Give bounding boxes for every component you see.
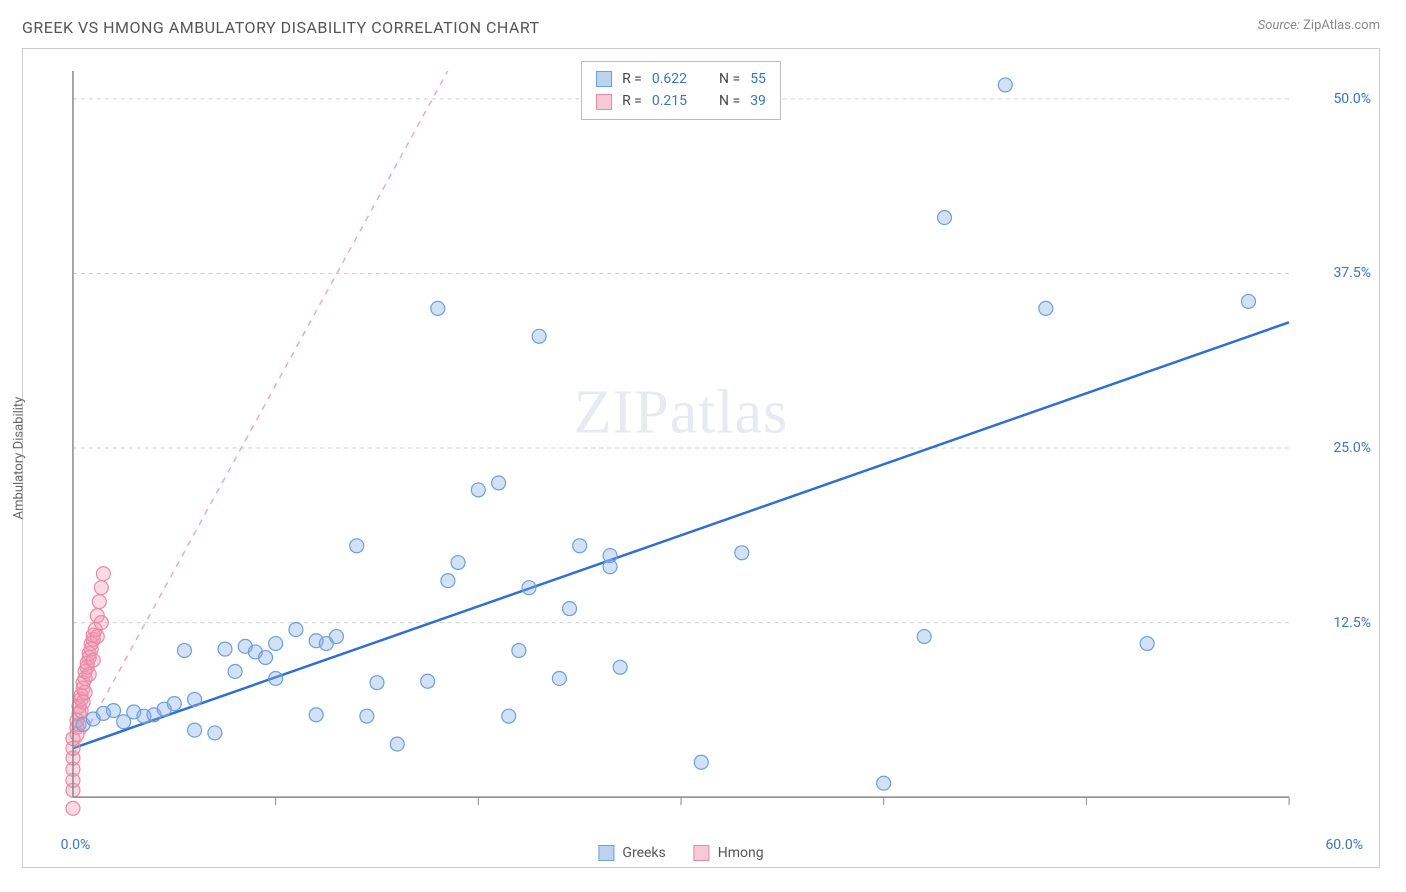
legend-swatch — [596, 71, 612, 87]
data-point — [370, 676, 384, 690]
series-legend-item: Greeks — [598, 845, 665, 861]
series-legend: Greeks Hmong — [598, 845, 763, 861]
data-point — [92, 595, 106, 609]
y-tick-label: 50.0% — [1333, 91, 1371, 107]
data-point — [167, 697, 181, 711]
series-legend-item: Hmong — [694, 845, 764, 861]
n-label: N = — [719, 68, 740, 90]
legend-swatch — [596, 94, 612, 110]
source-value: ZipAtlas.com — [1303, 18, 1380, 33]
r-value: 0.622 — [652, 68, 687, 90]
data-point — [188, 723, 202, 737]
source-label: Source: — [1258, 18, 1300, 33]
legend-swatch — [694, 845, 710, 861]
data-point — [451, 556, 465, 570]
x-origin-label: 0.0% — [61, 837, 91, 853]
n-value: 39 — [750, 90, 766, 112]
y-tick-label: 12.5% — [1333, 615, 1371, 631]
data-point — [94, 616, 108, 630]
data-point — [309, 708, 323, 722]
r-label: R = — [622, 90, 642, 112]
y-tick-label: 25.0% — [1333, 440, 1371, 456]
data-point — [613, 660, 627, 674]
data-point — [421, 674, 435, 688]
data-point — [269, 637, 283, 651]
data-point — [228, 665, 242, 679]
data-point — [177, 644, 191, 658]
data-point — [390, 737, 404, 751]
chart-title: GREEK VS HMONG AMBULATORY DISABILITY COR… — [22, 18, 540, 37]
stats-legend: R = 0.622 N = 55 R = 0.215 N = 39 — [581, 61, 781, 120]
data-point — [441, 574, 455, 588]
data-point — [573, 539, 587, 553]
data-point — [350, 539, 364, 553]
data-point — [998, 78, 1012, 92]
series-label: Greeks — [622, 845, 665, 861]
series-label: Hmong — [718, 845, 764, 861]
chart-frame: Ambulatory Disability ZIPatlas R =0.622N… — [22, 48, 1380, 868]
stats-legend-row: R = 0.215 N = 39 — [596, 90, 766, 112]
data-point — [1242, 294, 1256, 308]
data-point — [877, 776, 891, 790]
data-point — [259, 651, 273, 665]
data-point — [431, 301, 445, 315]
data-point — [735, 546, 749, 560]
data-point — [492, 476, 506, 490]
data-point — [563, 602, 577, 616]
data-point — [90, 630, 104, 644]
data-point — [1039, 301, 1053, 315]
data-point — [94, 581, 108, 595]
data-point — [82, 667, 96, 681]
source-attribution: Source: ZipAtlas.com — [1258, 18, 1380, 33]
data-point — [603, 549, 617, 563]
data-point — [532, 329, 546, 343]
legend-swatch — [598, 845, 614, 861]
data-point — [188, 692, 202, 706]
data-point — [269, 671, 283, 685]
data-point — [502, 709, 516, 723]
scatter-svg — [63, 61, 1299, 827]
n-value: 55 — [750, 68, 766, 90]
data-point — [938, 211, 952, 225]
data-point — [107, 704, 121, 718]
data-point — [512, 644, 526, 658]
r-value: 0.215 — [652, 90, 687, 112]
data-point — [522, 581, 536, 595]
n-label: N = — [719, 90, 740, 112]
data-point — [917, 630, 931, 644]
data-point — [86, 653, 100, 667]
plot-area: ZIPatlas R =0.622N =55R =0.215N =39 Gree… — [63, 61, 1299, 827]
r-label: R = — [622, 68, 642, 90]
data-point — [66, 801, 80, 815]
data-point — [471, 483, 485, 497]
data-point — [289, 623, 303, 637]
data-point — [552, 671, 566, 685]
data-point — [208, 726, 222, 740]
data-point — [218, 642, 232, 656]
data-point — [78, 685, 92, 699]
data-point — [360, 709, 374, 723]
data-point — [329, 630, 343, 644]
data-point — [96, 567, 110, 581]
y-tick-label: 37.5% — [1333, 265, 1371, 281]
stats-legend-row: R = 0.622 N = 55 — [596, 68, 766, 90]
data-point — [1140, 637, 1154, 651]
x-max-label: 60.0% — [1325, 837, 1363, 853]
data-point — [694, 755, 708, 769]
y-axis-label: Ambulatory Disability — [12, 397, 27, 520]
